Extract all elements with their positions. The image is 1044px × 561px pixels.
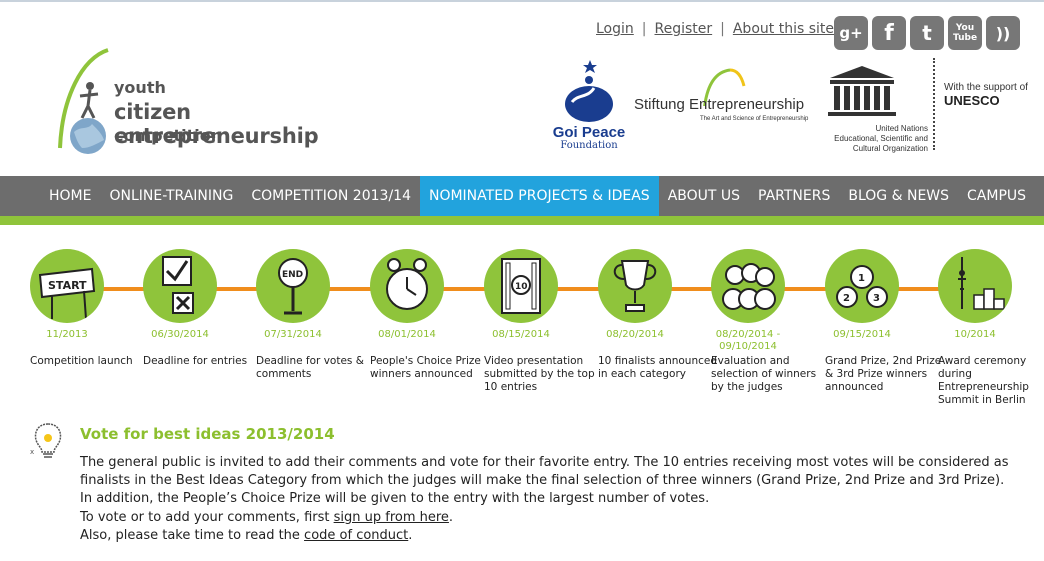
nav-home[interactable]: HOME xyxy=(49,188,92,204)
vote-conduct-line: Also, please take time to read the code … xyxy=(80,527,413,543)
logo-line-3: competition xyxy=(114,126,223,145)
top-links: Login | Register | About this site xyxy=(596,21,834,37)
stiftung-arc-icon xyxy=(703,68,746,106)
logo-figure-icon xyxy=(58,48,109,154)
start-sign-icon: START xyxy=(30,249,104,323)
site-logo[interactable]: youth citizen entrepreneurship competiti… xyxy=(52,48,382,158)
checkbox-icon xyxy=(143,249,217,323)
support-note: With the support of UNESCO xyxy=(944,82,1028,108)
nav-nominated-projects[interactable]: NOMINATED PROJECTS & IDEAS xyxy=(419,176,659,216)
lightbulb-idea-icon: x xyxy=(30,423,62,458)
stiftung-tagline: The Art and Science of Entrepreneurship xyxy=(700,116,809,122)
end-sign-icon: END xyxy=(256,249,330,323)
vote-paragraph: The general public is invited to add the… xyxy=(80,455,1009,507)
judges-icon xyxy=(711,249,785,323)
separator: | xyxy=(720,21,725,37)
goi-figure-icon xyxy=(565,60,613,122)
goi-sub: Foundation xyxy=(560,140,618,151)
vote-signup-line: To vote or to add your comments, first s… xyxy=(80,509,454,525)
nav-campus[interactable]: CAMPUS xyxy=(967,188,1027,204)
svg-text:3: 3 xyxy=(873,293,880,304)
nav-partners[interactable]: PARTNERS xyxy=(758,188,831,204)
twitter-icon[interactable]: t xyxy=(910,16,944,50)
nav-green-strip xyxy=(0,216,1044,225)
goi-name: Goi Peace xyxy=(552,124,626,141)
nav-competition[interactable]: COMPETITION 2013/14 xyxy=(251,188,411,204)
dotted-divider xyxy=(933,58,935,150)
about-site-link[interactable]: About this site xyxy=(732,21,834,37)
youtube-icon[interactable]: You Tube xyxy=(948,16,982,50)
main-nav: HOME ONLINE-TRAINING COMPETITION 2013/14… xyxy=(0,176,1044,216)
facebook-icon[interactable]: f xyxy=(872,16,906,50)
logo-line-1: youth xyxy=(114,78,166,97)
goi-peace-logo[interactable]: Goi Peace Foundation xyxy=(548,58,630,154)
vote-body: The general public is invited to add the… xyxy=(80,454,1020,545)
separator: | xyxy=(641,21,647,37)
code-of-conduct-link[interactable]: code of conduct xyxy=(304,527,409,543)
nav-blog-news[interactable]: BLOG & NEWS xyxy=(848,188,950,204)
unesco-caption: United Nations Educational, Scientific a… xyxy=(834,124,928,153)
vote-title: Vote for best ideas 2013/2014 xyxy=(80,425,335,443)
nav-online-training[interactable]: ONLINE-TRAINING xyxy=(109,188,234,204)
svg-text:x: x xyxy=(30,448,34,456)
sign-up-link[interactable]: sign up from here xyxy=(333,509,449,525)
svg-text:START: START xyxy=(48,279,87,292)
nav-about-us[interactable]: ABOUT US xyxy=(667,188,741,204)
rss-icon[interactable]: )) xyxy=(986,16,1020,50)
svg-text:END: END xyxy=(282,270,303,280)
social-icons: g+ f t You Tube )) xyxy=(834,16,1020,50)
trophy-icon xyxy=(598,249,672,323)
google-plus-icon[interactable]: g+ xyxy=(834,16,868,50)
logo-line-2: citizen entrepreneurship xyxy=(114,100,319,148)
svg-text:2: 2 xyxy=(843,293,850,304)
register-link[interactable]: Register xyxy=(654,21,713,37)
stiftung-logo[interactable]: Stiftung Entrepreneurship The Art and Sc… xyxy=(634,66,834,136)
svg-text:10: 10 xyxy=(515,282,528,292)
login-link[interactable]: Login xyxy=(596,21,634,37)
stiftung-name: Stiftung Entrepreneurship xyxy=(634,96,805,113)
podium-tower-icon xyxy=(938,249,1012,323)
top-border xyxy=(0,0,1044,2)
film-strip-icon: 10 xyxy=(484,249,558,323)
unesco-logo[interactable]: United Nations Educational, Scientific a… xyxy=(810,62,930,153)
alarm-clock-icon xyxy=(370,249,444,323)
svg-text:1: 1 xyxy=(858,273,865,284)
unesco-temple-icon xyxy=(828,66,896,116)
